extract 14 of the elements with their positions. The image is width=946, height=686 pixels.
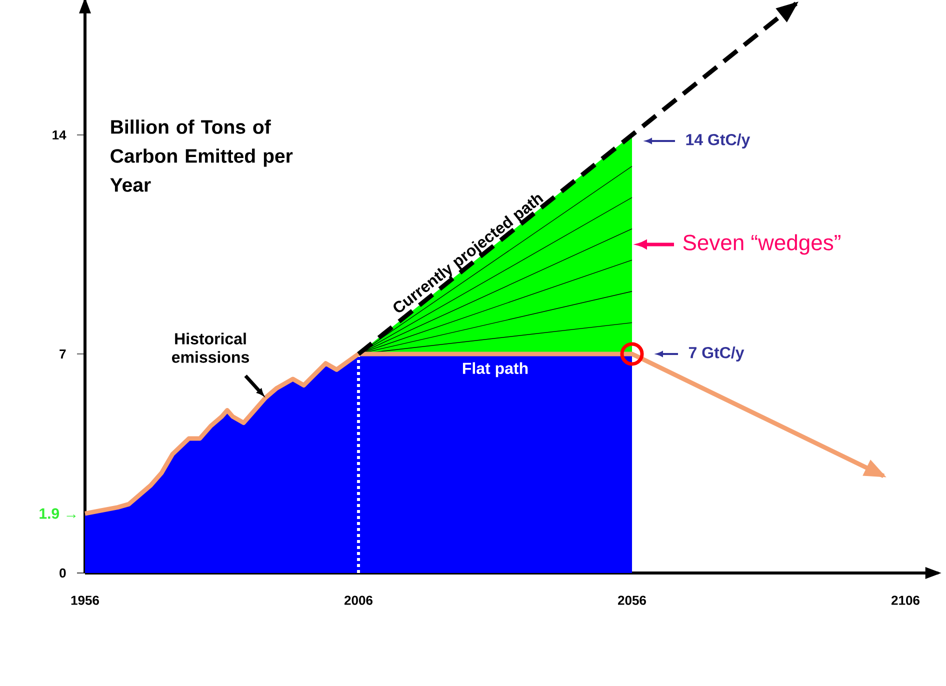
annotation: 14 GtC/y	[686, 134, 750, 148]
x-tick-label: 2006	[344, 596, 372, 605]
annotation: Seven “wedges”	[683, 234, 840, 255]
annotation: Historical emissions	[172, 332, 249, 363]
x-tick-label: 1956	[71, 596, 99, 605]
x-tick-label: 2106	[892, 596, 920, 605]
annotation: 7 GtC/y	[688, 346, 744, 362]
y-tick-label: 0	[60, 568, 66, 578]
x-tick-label: 2056	[618, 596, 646, 605]
y-tick-label: 7	[60, 349, 66, 358]
annotation: 1.9 →	[40, 508, 76, 519]
annotation: Flat path	[462, 362, 528, 378]
y-axis-title: Billion of Tons of Carbon Emitted per Year	[110, 120, 293, 192]
y-tick-label: 14	[52, 130, 66, 140]
